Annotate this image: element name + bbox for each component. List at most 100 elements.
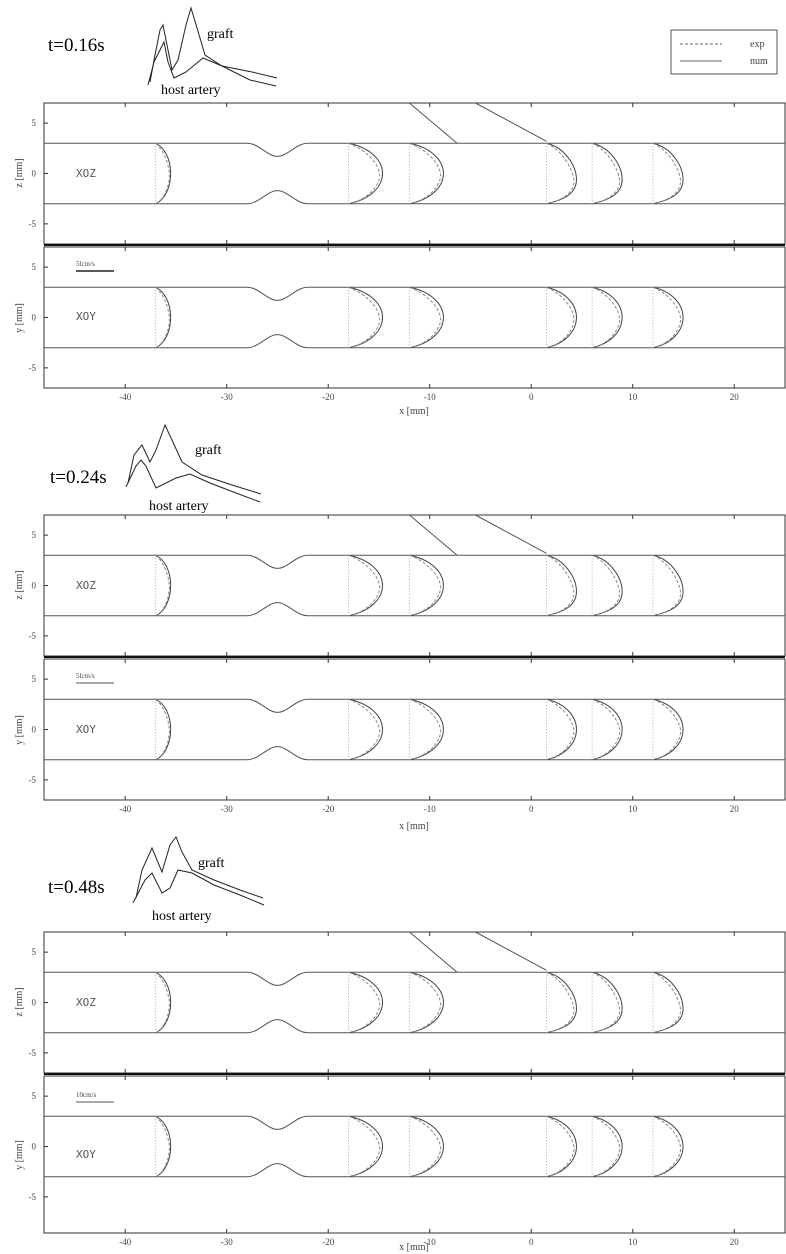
x-tick-label: -30 <box>221 804 233 814</box>
velocity-profile-num <box>348 142 384 205</box>
x-tick-label: 10 <box>628 804 638 814</box>
x-tick-label: -30 <box>221 392 233 402</box>
vessel-wall-upper <box>44 554 785 569</box>
vessel-wall-upper <box>44 971 785 986</box>
inset-graft-label: graft <box>207 27 234 42</box>
y-tick-label: -5 <box>29 775 37 785</box>
velocity-profile-exp <box>409 286 442 349</box>
velocity-profile-exp <box>546 698 575 761</box>
x-tick-label: -30 <box>221 1237 233 1247</box>
x-axis-label: x [mm] <box>399 406 429 417</box>
vessel-wall-lower <box>44 1019 785 1034</box>
panel-xoy-ylabel: y [mm] <box>14 303 25 333</box>
y-tick-label: 0 <box>32 581 37 591</box>
velocity-profile-exp <box>348 142 381 205</box>
y-tick-label: 0 <box>32 1142 37 1152</box>
panel-xoz-frame <box>43 102 786 245</box>
velocity-profile-num <box>652 286 684 349</box>
vessel-wall-lower <box>44 1163 785 1178</box>
scale-bar-label: 10cm/s <box>76 1091 96 1099</box>
x-tick-label: -20 <box>322 804 334 814</box>
panel-xoy-frame <box>43 246 786 389</box>
velocity-profile-exp <box>348 1115 381 1178</box>
y-tick-label: 5 <box>32 1091 37 1101</box>
y-tick-label: 5 <box>32 947 37 957</box>
velocity-profile-num <box>348 971 384 1034</box>
y-tick-label: 5 <box>32 262 37 272</box>
vessel-wall-lower <box>44 334 785 349</box>
velocity-profile-exp <box>409 971 442 1034</box>
x-tick-label: 0 <box>529 804 534 814</box>
panel-xoz-plane-label: XOZ <box>76 579 96 592</box>
block-t024: t=0.24s graft host artery XOZ XOY z [mm]… <box>14 423 786 832</box>
scale-bar-label: 5lcm/s <box>76 672 95 680</box>
block-t048: t=0.48s graft host artery XOZ XOY z [mm]… <box>14 835 786 1253</box>
x-tick-label: 20 <box>730 1237 740 1247</box>
y-tick-label: 0 <box>32 725 37 735</box>
velocity-profile-exp <box>591 698 621 761</box>
x-tick-label: 20 <box>730 804 740 814</box>
velocity-profile-num <box>155 971 172 1034</box>
velocity-profile-exp <box>591 1115 621 1178</box>
velocity-profile-exp <box>348 554 381 617</box>
graft-wall <box>475 931 547 971</box>
velocity-profile-exp <box>546 286 575 349</box>
legend-num-label: num <box>750 56 768 67</box>
inset-graft-label: graft <box>195 443 222 458</box>
x-tick-label: -40 <box>119 392 131 402</box>
legend-exp-label: exp <box>750 39 764 50</box>
panel-xoz-ylabel: z [mm] <box>14 570 25 599</box>
y-tick-label: 0 <box>32 169 37 179</box>
velocity-profile-exp <box>652 286 682 349</box>
vessel-wall-upper <box>44 698 785 713</box>
x-tick-label: 10 <box>628 1237 638 1247</box>
x-tick-label: 0 <box>529 392 534 402</box>
y-tick-label: 0 <box>32 313 37 323</box>
velocity-profile-num <box>546 1115 577 1178</box>
velocity-profile-exp <box>348 971 381 1034</box>
velocity-profile-num <box>348 1115 384 1178</box>
vessel-wall-upper <box>44 142 785 157</box>
x-tick-label: 0 <box>529 1237 534 1247</box>
velocity-profile-exp <box>348 698 381 761</box>
scale-bar-label: 5lcm/s <box>76 260 95 268</box>
velocity-profile-num <box>409 554 444 617</box>
velocity-profile-exp <box>155 142 170 205</box>
x-axis-label: x [mm] <box>399 1242 429 1253</box>
panel-xoz-plane-label: XOZ <box>76 167 96 180</box>
velocity-profile-num <box>155 286 172 349</box>
velocity-profile-num <box>546 286 577 349</box>
panel-xoy-ylabel: y [mm] <box>14 715 25 745</box>
vessel-wall-upper <box>44 1115 785 1130</box>
vessel-wall-upper <box>44 286 785 301</box>
velocity-profile-num <box>409 286 444 349</box>
velocity-profile-exp <box>409 698 442 761</box>
velocity-profile-exp <box>652 1115 682 1178</box>
inset-host-label: host artery <box>149 499 208 514</box>
x-tick-label: -10 <box>424 1237 436 1247</box>
panel-xoy-ylabel: y [mm] <box>14 1140 25 1170</box>
y-tick-label: 5 <box>32 530 37 540</box>
inset-waveform: graft host artery <box>132 835 265 924</box>
velocity-profile-num <box>409 971 444 1034</box>
velocity-profile-num <box>592 1115 623 1178</box>
vessel-wall-lower <box>44 746 785 761</box>
velocity-profile-num <box>652 1115 684 1178</box>
vessel-wall-lower <box>44 602 785 617</box>
velocity-profile-num <box>409 698 444 761</box>
y-tick-label: -5 <box>29 363 37 373</box>
panel-xoz-plane-label: XOZ <box>76 996 96 1009</box>
velocity-profile-num <box>348 554 384 617</box>
velocity-profile-num <box>348 698 384 761</box>
panel-xoy-plane-label: XOY <box>76 723 96 736</box>
graft-wall <box>409 102 458 144</box>
velocity-profile-num <box>155 142 172 205</box>
x-tick-label: -20 <box>322 392 334 402</box>
velocity-profile-exp <box>546 1115 575 1178</box>
velocity-profile-exp <box>348 286 381 349</box>
velocity-profile-exp <box>409 142 442 205</box>
graft-wall <box>475 102 547 142</box>
x-tick-label: -40 <box>119 804 131 814</box>
panel-xoy-plane-label: XOY <box>76 310 96 323</box>
